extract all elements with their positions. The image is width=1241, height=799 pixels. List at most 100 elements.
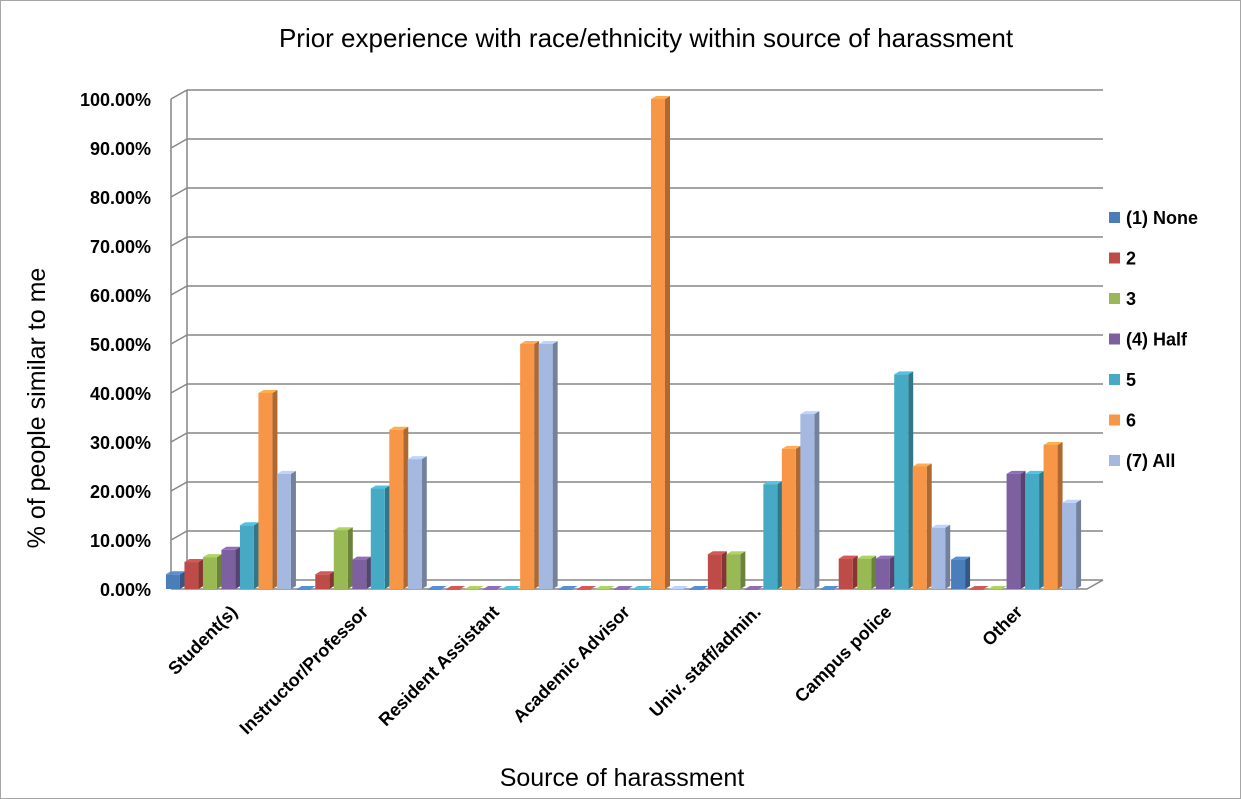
gridline-diag <box>170 187 188 198</box>
bar-top <box>781 445 801 449</box>
bar-top <box>184 559 204 563</box>
bar-front <box>239 525 254 589</box>
bar-front <box>577 589 591 590</box>
bar <box>276 470 296 589</box>
bar-front <box>744 589 759 590</box>
bar-top <box>538 341 558 344</box>
bar <box>969 586 989 590</box>
bar-top <box>464 586 484 589</box>
y-tick-label: 0.00% <box>100 580 151 600</box>
bar-top <box>1025 470 1045 474</box>
bar-top <box>370 485 390 489</box>
bar-top <box>333 527 353 531</box>
gridline-diag <box>170 138 188 149</box>
bar <box>726 551 746 589</box>
bar-side <box>1039 470 1045 589</box>
bar-top <box>446 586 466 589</box>
bar-top <box>632 586 652 589</box>
bar-top <box>763 481 783 485</box>
bar <box>352 556 372 589</box>
bar-top <box>427 586 447 589</box>
bar <box>165 571 185 589</box>
bar-side <box>179 571 185 589</box>
bar-top <box>651 96 670 99</box>
bar <box>1062 499 1082 589</box>
bar-top <box>1043 441 1063 445</box>
legend-swatch <box>1109 333 1120 345</box>
bar <box>707 551 727 589</box>
bar-front <box>726 554 741 589</box>
bar <box>538 341 558 589</box>
bar-front <box>912 466 927 589</box>
bar <box>894 371 914 589</box>
bar <box>632 586 652 590</box>
bar-side <box>852 555 858 589</box>
bar-top <box>558 586 578 589</box>
bar-top <box>614 586 633 589</box>
bar <box>857 555 877 589</box>
bar-front <box>951 559 966 589</box>
bar-top <box>276 470 296 474</box>
legend-label: (4) Half <box>1126 330 1188 350</box>
bar <box>483 586 503 590</box>
bar-side <box>329 571 335 589</box>
bar-front <box>1062 502 1077 589</box>
bar-top <box>894 371 914 375</box>
bar-front <box>464 589 479 590</box>
bar <box>501 586 521 590</box>
bar <box>239 522 259 589</box>
bar-top <box>689 586 709 589</box>
bar-front <box>1025 473 1040 589</box>
bar <box>820 586 840 590</box>
bar-front <box>1006 473 1021 589</box>
y-tick-label: 50.00% <box>90 335 151 355</box>
bar <box>651 96 670 589</box>
bar <box>577 586 596 590</box>
gridline-diag <box>170 530 188 541</box>
bar-front <box>988 589 1003 590</box>
bar <box>1006 470 1026 589</box>
bar <box>464 586 484 590</box>
bar-side <box>926 463 932 589</box>
bar-side <box>965 556 971 589</box>
bar-front <box>707 554 722 589</box>
bar <box>1043 441 1063 589</box>
bar-top <box>296 586 316 589</box>
bar-front <box>689 589 704 590</box>
y-tick-label: 100.00% <box>80 90 151 110</box>
gridline-diag <box>170 236 188 247</box>
bar-top <box>951 556 971 560</box>
x-tick-label: Other <box>978 602 1026 650</box>
bar-top <box>988 586 1008 589</box>
bars <box>165 96 1082 590</box>
x-tick-label: Instructor/Professor <box>236 602 373 739</box>
bar-top <box>744 586 764 589</box>
bar-front <box>838 558 853 589</box>
y-axis-title: % of people similar to me <box>23 268 51 549</box>
gridline-diag <box>170 89 188 100</box>
bar <box>558 586 578 590</box>
chart-title: Prior experience with race/ethnicity wit… <box>279 23 1014 53</box>
bar-top <box>407 456 427 460</box>
bar-top <box>875 555 895 559</box>
bar-front <box>165 574 180 589</box>
bar <box>912 463 932 589</box>
bar <box>427 586 447 590</box>
bar-front <box>315 574 330 589</box>
bar-side <box>740 551 746 589</box>
bar-side <box>721 551 727 589</box>
legend-swatch <box>1109 414 1120 426</box>
bar <box>689 586 709 590</box>
legend-label: (7) All <box>1126 451 1175 471</box>
bar-front <box>669 589 684 590</box>
y-tick-label: 90.00% <box>90 139 151 159</box>
bar <box>988 586 1008 590</box>
bar <box>407 456 427 589</box>
bar-front <box>483 589 498 590</box>
bar-front <box>800 414 815 589</box>
bar-front <box>969 589 984 590</box>
bar-top <box>315 571 335 575</box>
bar-front <box>1043 444 1058 589</box>
bar-side <box>777 481 783 589</box>
